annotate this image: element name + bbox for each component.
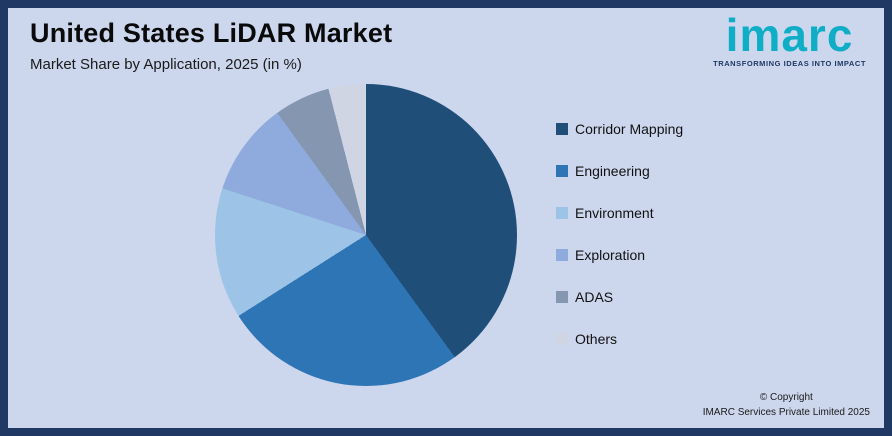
copyright: © Copyright IMARC Services Private Limit… [703, 390, 870, 420]
pie-chart [215, 84, 517, 386]
legend-label: Others [575, 331, 618, 347]
legend-item: Corridor Mapping [556, 121, 684, 137]
chart-area: United States LiDAR Market Market Share … [8, 8, 884, 428]
legend-item: ADAS [556, 289, 683, 305]
legend-label: Engineering [575, 163, 650, 179]
legend-item: Others [556, 331, 683, 347]
legend-item: Exploration [556, 247, 683, 263]
legend-swatch [556, 123, 568, 135]
legend: Corridor Mapping Engineering Environment Ex… [556, 121, 684, 374]
legend-swatch [556, 249, 568, 261]
copyright-line2: IMARC Services Private Limited 2025 [702, 407, 870, 418]
legend-label: Environment [575, 205, 654, 221]
legend-item: Environment [556, 205, 683, 221]
legend-swatch [556, 291, 568, 303]
legend-swatch [556, 333, 568, 345]
legend-swatch [556, 207, 568, 219]
legend-label: Exploration [575, 247, 646, 263]
imarc-logo-tagline: TRANSFORMING IDEAS INTO IMPACT [713, 58, 866, 68]
page-title: United States LiDAR Market [30, 18, 393, 48]
imarc-logo-text: imarc [725, 9, 854, 61]
copyright-line1: © Copyright [759, 392, 813, 403]
imarc-logo: imarc TRANSFORMING IDEAS INTO IMPACT [713, 10, 866, 68]
legend-item: Engineering [556, 163, 683, 179]
chart-subtitle: Market Share by Application, 2025 (in %) [30, 56, 302, 73]
legend-label: ADAS [575, 289, 614, 305]
legend-label: Corridor Mapping [575, 121, 684, 137]
legend-swatch [556, 165, 568, 177]
